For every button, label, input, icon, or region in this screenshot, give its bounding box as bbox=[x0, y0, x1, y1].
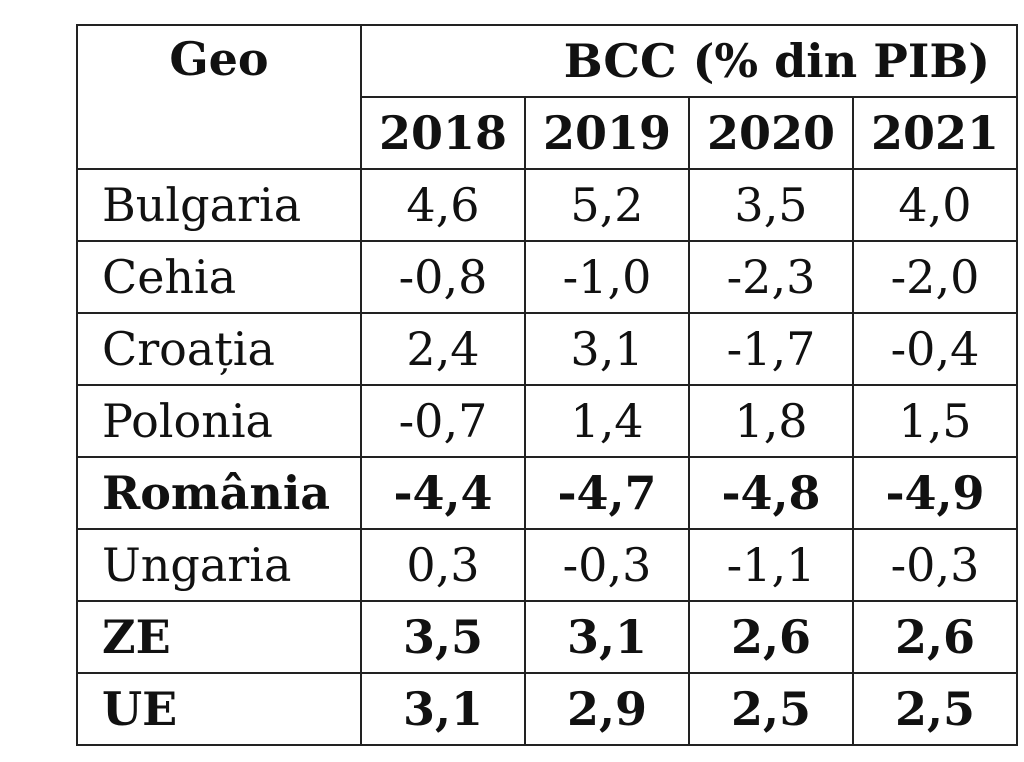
geo-cell: Cehia bbox=[76, 240, 362, 314]
value-cell-2019: -4,7 bbox=[524, 456, 690, 530]
value-cell-2021: 4,0 bbox=[852, 168, 1018, 242]
value-cell-2018: 3,1 bbox=[360, 672, 526, 746]
value-cell-2021: -0,4 bbox=[852, 312, 1018, 386]
value-cell-2018: -0,7 bbox=[360, 384, 526, 458]
table-row-cehia: Cehia -0,8 -1,0 -2,3 -2,0 bbox=[76, 240, 1018, 314]
geo-cell: Bulgaria bbox=[76, 168, 362, 242]
value-cell-2020: 2,5 bbox=[688, 672, 854, 746]
value-cell-2021: -0,3 bbox=[852, 528, 1018, 602]
current-account-table: Geo BCC (% din PIB) 2018 2019 2020 2021 … bbox=[76, 24, 1018, 746]
table-row-ze: ZE 3,5 3,1 2,6 2,6 bbox=[76, 600, 1018, 674]
geo-cell: Polonia bbox=[76, 384, 362, 458]
value-cell-2018: -0,8 bbox=[360, 240, 526, 314]
table-row-polonia: Polonia -0,7 1,4 1,8 1,5 bbox=[76, 384, 1018, 458]
table-row-romania: România -4,4 -4,7 -4,8 -4,9 bbox=[76, 456, 1018, 530]
geo-cell: România bbox=[76, 456, 362, 530]
geo-cell: ZE bbox=[76, 600, 362, 674]
year-header-2021: 2021 bbox=[852, 96, 1018, 170]
value-cell-2018: 2,4 bbox=[360, 312, 526, 386]
value-cell-2019: 3,1 bbox=[524, 600, 690, 674]
value-cell-2021: 1,5 bbox=[852, 384, 1018, 458]
value-cell-2019: 2,9 bbox=[524, 672, 690, 746]
value-cell-2020: -2,3 bbox=[688, 240, 854, 314]
table-row-croatia: Croația 2,4 3,1 -1,7 -0,4 bbox=[76, 312, 1018, 386]
value-cell-2021: 2,6 bbox=[852, 600, 1018, 674]
value-cell-2020: 1,8 bbox=[688, 384, 854, 458]
value-cell-2021: 2,5 bbox=[852, 672, 1018, 746]
table-row-bulgaria: Bulgaria 4,6 5,2 3,5 4,0 bbox=[76, 168, 1018, 242]
value-cell-2021: -4,9 bbox=[852, 456, 1018, 530]
year-header-2020: 2020 bbox=[688, 96, 854, 170]
value-cell-2019: -0,3 bbox=[524, 528, 690, 602]
value-cell-2018: 4,6 bbox=[360, 168, 526, 242]
geo-cell: Croația bbox=[76, 312, 362, 386]
value-cell-2020: -4,8 bbox=[688, 456, 854, 530]
value-cell-2020: -1,1 bbox=[688, 528, 854, 602]
bcc-group-header: BCC (% din PIB) bbox=[360, 24, 1018, 98]
geo-cell: Ungaria bbox=[76, 528, 362, 602]
value-cell-2020: 2,6 bbox=[688, 600, 854, 674]
value-cell-2019: 3,1 bbox=[524, 312, 690, 386]
geo-column-header: Geo bbox=[76, 24, 362, 170]
value-cell-2020: -1,7 bbox=[688, 312, 854, 386]
year-header-2019: 2019 bbox=[524, 96, 690, 170]
table-row-ue: UE 3,1 2,9 2,5 2,5 bbox=[76, 672, 1018, 746]
header-row-group: Geo BCC (% din PIB) bbox=[76, 24, 1018, 170]
table-row-ungaria: Ungaria 0,3 -0,3 -1,1 -0,3 bbox=[76, 528, 1018, 602]
value-cell-2021: -2,0 bbox=[852, 240, 1018, 314]
value-cell-2018: -4,4 bbox=[360, 456, 526, 530]
value-cell-2018: 0,3 bbox=[360, 528, 526, 602]
value-cell-2019: 5,2 bbox=[524, 168, 690, 242]
value-cell-2020: 3,5 bbox=[688, 168, 854, 242]
geo-cell: UE bbox=[76, 672, 362, 746]
value-cell-2019: -1,0 bbox=[524, 240, 690, 314]
year-header-2018: 2018 bbox=[360, 96, 526, 170]
header-row-years: 2018 2019 2020 2021 bbox=[77, 96, 1018, 170]
value-cell-2018: 3,5 bbox=[360, 600, 526, 674]
value-cell-2019: 1,4 bbox=[524, 384, 690, 458]
